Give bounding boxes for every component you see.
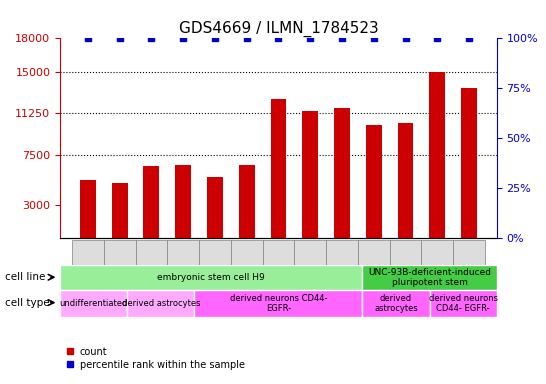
FancyBboxPatch shape xyxy=(167,240,199,273)
Bar xyxy=(363,265,497,290)
Bar xyxy=(144,166,159,238)
Text: derived neurons
CD44- EGFR-: derived neurons CD44- EGFR- xyxy=(429,294,498,313)
Bar xyxy=(60,290,127,317)
Text: derived
astrocytes: derived astrocytes xyxy=(374,294,418,313)
Bar xyxy=(194,290,363,317)
Legend: count, percentile rank within the sample: count, percentile rank within the sample xyxy=(65,347,245,369)
Title: GDS4669 / ILMN_1784523: GDS4669 / ILMN_1784523 xyxy=(179,21,378,37)
FancyBboxPatch shape xyxy=(263,240,294,273)
Bar xyxy=(430,290,497,317)
Bar xyxy=(397,123,413,238)
Bar xyxy=(363,290,430,317)
Text: embryonic stem cell H9: embryonic stem cell H9 xyxy=(157,273,265,282)
Text: cell line: cell line xyxy=(5,272,46,282)
FancyBboxPatch shape xyxy=(135,240,167,273)
Text: UNC-93B-deficient-induced
pluripotent stem: UNC-93B-deficient-induced pluripotent st… xyxy=(368,268,491,287)
Bar xyxy=(334,108,350,238)
Text: cell type: cell type xyxy=(5,298,50,308)
FancyBboxPatch shape xyxy=(104,240,135,273)
FancyBboxPatch shape xyxy=(453,240,485,273)
Bar xyxy=(270,99,287,238)
Bar xyxy=(60,265,363,290)
Text: derived astrocytes: derived astrocytes xyxy=(122,299,200,308)
FancyBboxPatch shape xyxy=(72,240,104,273)
Bar xyxy=(112,183,128,238)
FancyBboxPatch shape xyxy=(231,240,263,273)
Bar xyxy=(239,165,254,238)
FancyBboxPatch shape xyxy=(358,240,390,273)
FancyBboxPatch shape xyxy=(199,240,231,273)
FancyBboxPatch shape xyxy=(390,240,422,273)
Bar xyxy=(127,290,194,317)
Bar xyxy=(175,165,191,238)
Bar xyxy=(80,180,96,238)
FancyBboxPatch shape xyxy=(422,240,453,273)
FancyBboxPatch shape xyxy=(326,240,358,273)
Text: derived neurons CD44-
EGFR-: derived neurons CD44- EGFR- xyxy=(230,294,327,313)
Bar xyxy=(302,111,318,238)
Text: undifferentiated: undifferentiated xyxy=(60,299,128,308)
Bar xyxy=(366,125,382,238)
Bar xyxy=(207,177,223,238)
Bar xyxy=(429,72,445,238)
Bar xyxy=(461,88,477,238)
FancyBboxPatch shape xyxy=(294,240,326,273)
